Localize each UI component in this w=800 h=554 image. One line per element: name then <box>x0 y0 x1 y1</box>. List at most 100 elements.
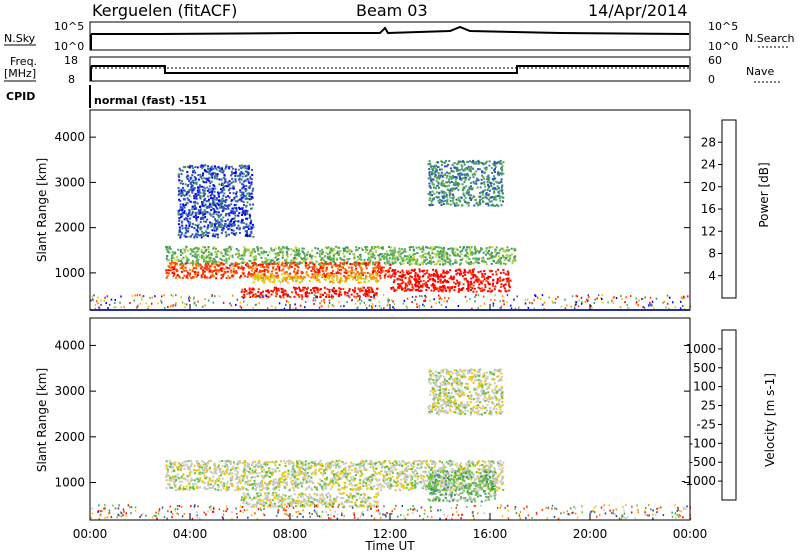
noise-cell <box>320 305 323 308</box>
noise-cell <box>560 305 563 308</box>
range-cell <box>385 256 388 259</box>
range-cell <box>258 461 261 464</box>
range-cell <box>425 272 428 275</box>
range-cell <box>393 259 396 262</box>
range-cell <box>482 251 485 254</box>
range-cell <box>397 270 400 273</box>
range-cell <box>214 262 217 265</box>
range-cell <box>451 249 454 252</box>
range-cell <box>486 252 489 255</box>
range-cell <box>502 172 505 175</box>
range-cell <box>414 279 417 282</box>
range-cell <box>427 463 430 466</box>
range-cell <box>167 269 170 272</box>
noise-cell <box>649 296 652 299</box>
range-cell <box>248 213 251 216</box>
range-cell <box>441 476 444 479</box>
range-cell <box>178 189 180 192</box>
range-cell <box>410 269 413 272</box>
range-cell <box>208 203 211 206</box>
noise-cell <box>108 303 111 306</box>
range-cell <box>415 279 418 282</box>
range-cell <box>228 267 231 270</box>
noise-cell <box>627 307 629 309</box>
range-cell <box>227 189 230 192</box>
range-cell <box>216 197 218 200</box>
range-cell <box>481 193 484 196</box>
range-cell <box>205 471 208 473</box>
range-cell <box>469 169 472 172</box>
range-cell <box>384 263 387 266</box>
noise-cell <box>258 295 260 298</box>
range-cell <box>393 246 396 249</box>
range-cell <box>213 196 216 199</box>
range-cell <box>490 204 493 207</box>
noise-cell <box>506 294 509 297</box>
range-cell <box>269 274 272 276</box>
range-cell <box>230 165 233 168</box>
range-cell <box>236 474 239 476</box>
range-cell <box>493 164 496 167</box>
range-cell <box>495 262 498 264</box>
range-cell <box>465 168 467 170</box>
range-cell <box>412 246 415 249</box>
noise-cell <box>669 296 671 299</box>
range-cell <box>366 246 369 249</box>
range-cell <box>491 196 494 198</box>
range-cell <box>305 487 308 490</box>
range-cell <box>472 160 475 162</box>
range-cell <box>411 288 414 291</box>
noise-cell <box>357 306 359 309</box>
noise-cell <box>369 300 372 303</box>
range-cell <box>347 465 350 468</box>
range-cell <box>194 166 197 168</box>
range-cell <box>442 197 445 200</box>
range-cell <box>439 275 442 278</box>
range-cell <box>305 481 307 484</box>
range-cell <box>411 468 414 471</box>
range-cell <box>176 473 179 476</box>
range-cell <box>323 278 326 281</box>
range-cell <box>200 276 203 279</box>
range-cell <box>494 198 496 201</box>
range-cell <box>225 485 228 488</box>
range-cell <box>244 170 247 173</box>
range-cell <box>312 267 314 270</box>
range-cell <box>322 259 325 262</box>
range-cell <box>329 259 332 261</box>
range-cell <box>205 178 208 181</box>
range-cell <box>328 277 331 280</box>
range-cell <box>231 217 234 220</box>
colorbar-tick-label: 4 <box>708 269 716 283</box>
range-cell <box>234 172 237 175</box>
noise-cell <box>411 296 414 298</box>
range-cell <box>500 283 503 286</box>
range-cell <box>193 247 195 250</box>
range-cell <box>265 484 268 487</box>
range-cell <box>300 272 303 275</box>
noise-cell <box>147 307 149 310</box>
range-cell <box>425 460 428 463</box>
range-cell <box>179 260 182 262</box>
noise-cell <box>326 294 329 297</box>
range-cell <box>452 195 455 198</box>
range-cell <box>429 177 432 180</box>
range-cell <box>471 262 474 265</box>
range-cell <box>214 205 217 208</box>
range-cell <box>272 274 275 277</box>
range-cell <box>239 267 242 270</box>
range-cell <box>438 251 441 254</box>
range-cell <box>346 260 349 263</box>
range-cell <box>206 171 209 174</box>
range-cell <box>322 489 325 492</box>
range-cell <box>253 271 256 274</box>
range-cell <box>399 282 402 285</box>
noise-cell <box>151 302 153 305</box>
range-cell <box>409 280 412 283</box>
range-cell <box>228 254 231 257</box>
range-cell <box>372 290 374 293</box>
range-cell <box>330 263 333 266</box>
range-cell <box>408 278 411 281</box>
range-cell <box>416 273 419 276</box>
range-cell <box>457 189 460 192</box>
